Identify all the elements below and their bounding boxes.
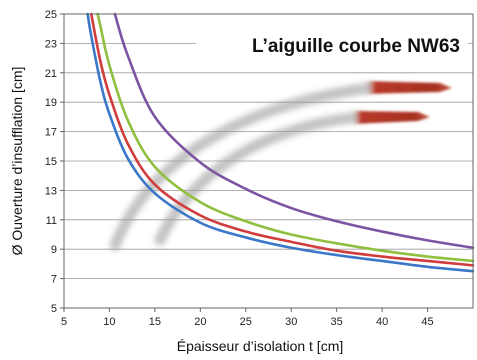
y-tick-label: 19 — [45, 97, 57, 109]
needle-tip-upper — [365, 81, 452, 94]
y-tick-label: 11 — [46, 215, 57, 227]
series-lines — [86, 12, 475, 273]
x-ticks: 5 10 15 20 25 30 35 40 45 — [61, 308, 434, 328]
needle-shaft-lower — [154, 111, 366, 246]
x-tick-label: 20 — [194, 316, 206, 328]
x-tick-label: 15 — [149, 316, 161, 328]
y-axis-label: Ø Ouverture d’insufflation [cm] — [9, 67, 25, 256]
chart-title: L’aiguille courbe NW63 — [252, 36, 460, 57]
y-tick-label: 23 — [45, 38, 57, 50]
x-tick-label: 10 — [103, 316, 115, 328]
series-line-1 — [86, 12, 475, 273]
x-tick-label: 40 — [376, 316, 388, 328]
x-tick-label: 25 — [240, 316, 252, 328]
series-line-4 — [113, 12, 475, 250]
y-tick-label: 25 — [45, 9, 57, 21]
x-tick-label: 30 — [285, 316, 297, 328]
title-background — [196, 30, 468, 60]
y-tick-label: 21 — [45, 68, 57, 80]
series-line-2 — [89, 12, 475, 267]
needle-illustration — [109, 81, 452, 251]
y-tick-label: 13 — [45, 185, 57, 197]
x-tick-label: 45 — [421, 316, 433, 328]
needle-shaft-upper — [109, 82, 376, 251]
y-tick-label: 17 — [45, 127, 57, 139]
x-axis-label: Épaisseur d’isolation t [cm] — [177, 338, 344, 354]
y-tick-label: 15 — [45, 156, 57, 168]
y-tick-label: 9 — [51, 244, 57, 256]
series-line-3 — [96, 12, 475, 263]
y-tick-label: 7 — [51, 274, 57, 286]
needle-tip-lower — [352, 111, 430, 124]
x-tick-label: 5 — [61, 316, 67, 328]
y-tick-label: 5 — [51, 303, 57, 315]
x-tick-label: 35 — [331, 316, 343, 328]
y-ticks: 5 7 9 11 13 15 17 19 21 23 25 — [45, 9, 64, 315]
